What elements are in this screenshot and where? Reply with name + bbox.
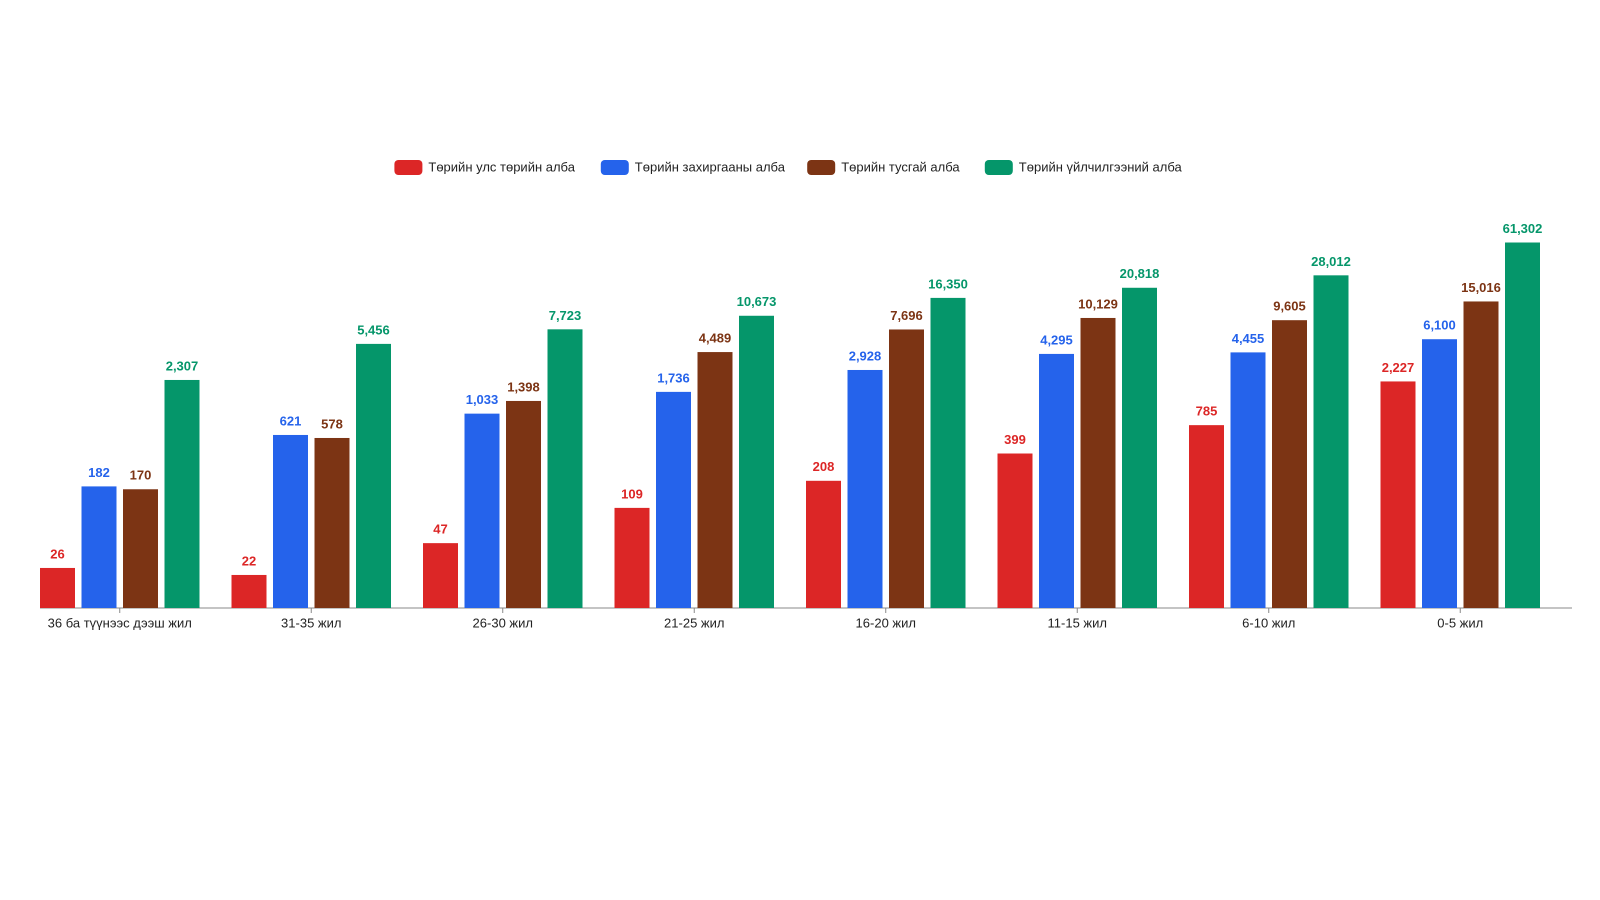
value-label: 4,295 [1040, 332, 1073, 347]
value-label: 5,456 [357, 322, 390, 337]
bar [930, 297, 966, 608]
bar [1313, 275, 1349, 608]
x-tick-label: 31-35 жил [281, 615, 341, 630]
legend-label: Төрийн үйлчилгээний алба [1019, 159, 1183, 174]
bar [1039, 353, 1074, 608]
bar [164, 379, 200, 608]
bar [997, 453, 1033, 608]
value-label: 7,696 [890, 308, 923, 323]
bar [697, 352, 733, 608]
x-tick-label: 21-25 жил [664, 615, 724, 630]
bar [806, 480, 841, 608]
value-label: 20,818 [1120, 266, 1160, 281]
legend-swatch [984, 160, 1013, 175]
bar [1505, 242, 1540, 608]
value-label: 621 [280, 413, 302, 428]
value-label: 28,012 [1311, 254, 1351, 269]
value-label: 6,100 [1423, 318, 1456, 333]
bar [231, 574, 267, 608]
bar [506, 400, 541, 608]
bar [739, 315, 774, 608]
value-label: 399 [1004, 432, 1026, 447]
bar [356, 343, 391, 608]
bar [1080, 317, 1116, 608]
value-label: 170 [130, 468, 152, 483]
x-tick-label: 36 ба түүнээс дээш жил [48, 615, 192, 630]
value-label: 208 [813, 459, 835, 474]
value-label: 9,605 [1273, 299, 1306, 314]
bar [889, 329, 924, 608]
value-label: 7,723 [549, 308, 582, 323]
value-label: 578 [321, 416, 343, 431]
bar [1272, 320, 1307, 608]
x-tick-label: 11-15 жил [1048, 615, 1107, 630]
bar [1122, 287, 1157, 608]
legend-label: Төрийн улс төрийн алба [428, 159, 575, 174]
legend-label: Төрийн захиргааны алба [635, 159, 786, 174]
value-label: 22 [242, 553, 256, 568]
bar [547, 329, 583, 608]
value-label: 4,455 [1232, 331, 1265, 346]
bar [1422, 339, 1457, 608]
bar [847, 369, 883, 608]
value-label: 182 [88, 465, 110, 480]
value-label: 26 [50, 546, 64, 561]
bar [81, 486, 117, 608]
x-tick-label: 26-30 жил [473, 615, 533, 630]
value-label: 785 [1196, 404, 1218, 419]
value-label: 4,489 [699, 331, 732, 346]
bar [464, 413, 500, 608]
bar [1189, 425, 1224, 608]
value-label: 10,673 [737, 294, 777, 309]
bar [656, 391, 691, 608]
value-label: 2,307 [166, 358, 199, 373]
legend-swatch [600, 160, 629, 175]
bar [314, 437, 350, 608]
value-label: 1,398 [507, 379, 540, 394]
value-label: 16,350 [928, 276, 968, 291]
value-label: 61,302 [1503, 221, 1543, 236]
value-label: 47 [433, 522, 447, 537]
value-label: 15,016 [1461, 280, 1501, 295]
bar [1463, 301, 1499, 608]
value-label: 2,928 [849, 348, 882, 363]
bar [1230, 352, 1266, 608]
value-label: 1,033 [466, 392, 499, 407]
bar [423, 543, 458, 608]
bar [614, 507, 650, 608]
legend-label: Төрийн тусгай алба [841, 159, 960, 174]
x-tick-label: 6-10 жил [1242, 615, 1295, 630]
value-label: 2,227 [1382, 360, 1415, 375]
value-label: 109 [621, 486, 643, 501]
bar [40, 567, 75, 608]
bar [123, 489, 158, 608]
legend-swatch [394, 160, 423, 175]
bar [273, 434, 308, 608]
x-tick-label: 16-20 жил [856, 615, 916, 630]
bar [1380, 381, 1416, 608]
value-label: 1,736 [657, 370, 690, 385]
x-tick-label: 0-5 жил [1437, 615, 1483, 630]
legend-swatch [807, 160, 836, 175]
value-label: 10,129 [1078, 296, 1118, 311]
